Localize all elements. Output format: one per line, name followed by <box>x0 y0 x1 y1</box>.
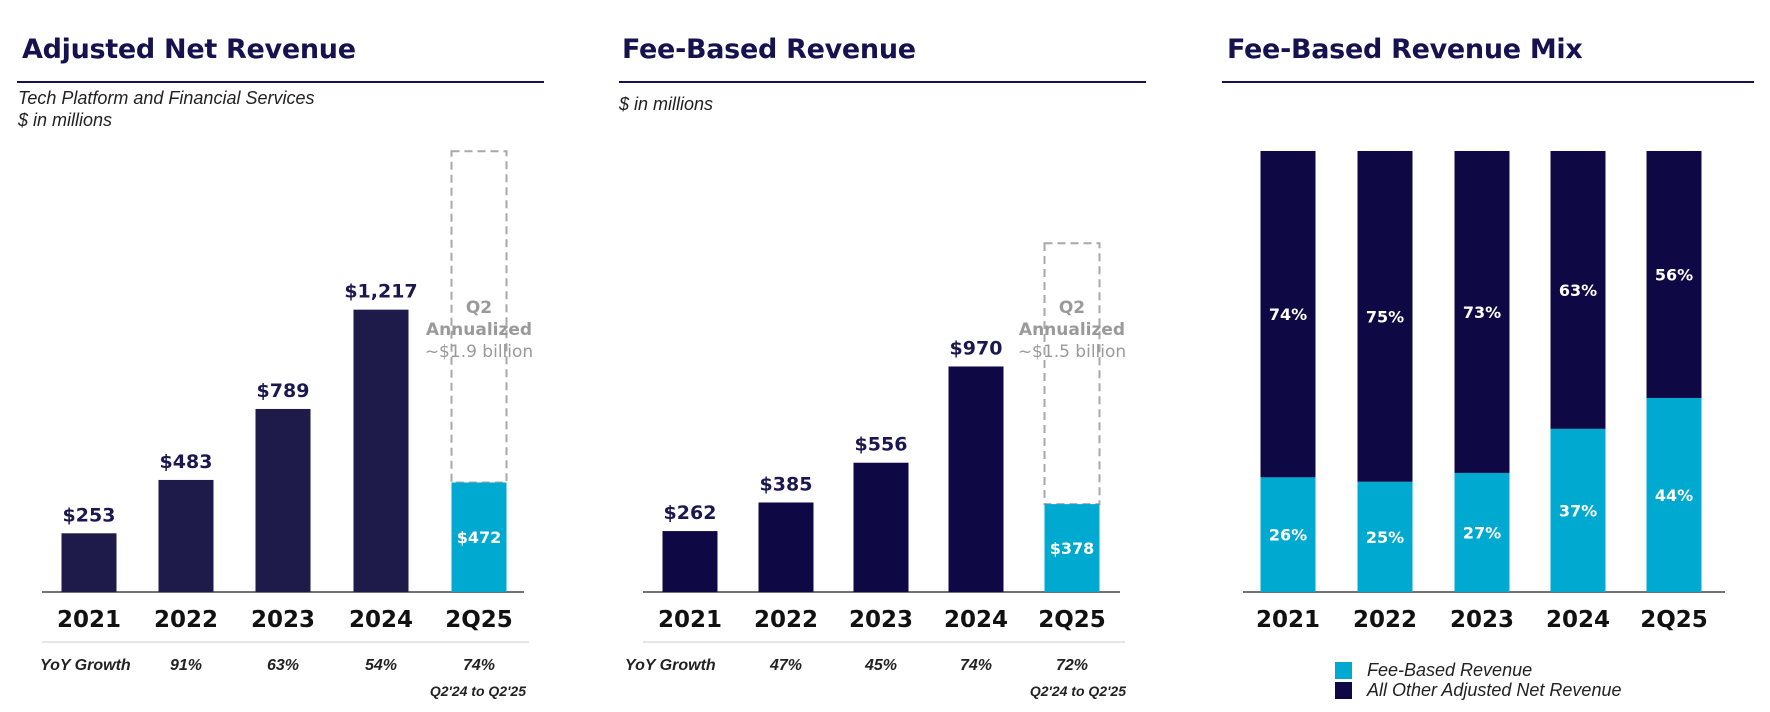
segment-label: 44% <box>1655 486 1693 505</box>
legend-label: Fee-Based Revenue <box>1367 659 1533 680</box>
panel-title: Fee-Based Revenue Mix <box>1227 34 1583 65</box>
legend-swatch-cyan <box>1335 661 1352 679</box>
x-tick-label: 2023 <box>1450 607 1514 633</box>
yoy-growth-value: 74% <box>960 657 992 674</box>
segment-label: 25% <box>1366 528 1404 547</box>
x-tick-label: 2021 <box>57 607 121 633</box>
yoy-growth-value: 45% <box>864 657 897 674</box>
subtitle: Tech Platform and Financial Services <box>18 88 315 108</box>
bar-value-label: $970 <box>950 337 1003 359</box>
yoy-growth-value: 72% <box>1056 657 1088 674</box>
annualized-label: Annualized <box>1019 320 1125 340</box>
bar-value-label: $262 <box>664 502 717 524</box>
panel-title: Adjusted Net Revenue <box>22 34 356 65</box>
legend-label: All Other Adjusted Net Revenue <box>1367 679 1622 700</box>
legend-item-all-other: All Other Adjusted Net Revenue <box>1335 680 1621 700</box>
fee-based-revenue-mix-panel: Fee-Based Revenue Mix <box>1200 0 1770 712</box>
segment-label: 75% <box>1366 307 1404 326</box>
segment-label: 26% <box>1269 526 1307 545</box>
yoy-growth-value: 74% <box>463 657 495 674</box>
bar-fee-based-2023 <box>1454 472 1510 592</box>
legend-item-fee-based: Fee-Based Revenue <box>1335 660 1621 680</box>
bar-fee-based-2024 <box>1550 428 1606 592</box>
annualized-value: ~$1.9 billion <box>425 342 533 362</box>
segment-label: 73% <box>1463 303 1501 322</box>
bar-2023 <box>255 408 311 592</box>
segment-label: 56% <box>1655 265 1693 284</box>
bar-fee-based-2021 <box>1260 477 1316 592</box>
bar-fee-based-2Q25 <box>1646 397 1702 592</box>
annualized-label: Annualized <box>426 320 532 340</box>
adjusted-net-revenue-panel: Adjusted Net Revenue Tech Platform and F… <box>0 0 560 712</box>
annualized-value: ~$1.5 billion <box>1018 342 1126 362</box>
x-tick-label: 2024 <box>944 607 1008 633</box>
annualized-label: Q2 <box>1059 298 1085 318</box>
x-tick-label: 2Q25 <box>1038 607 1106 633</box>
x-tick-label: 2023 <box>849 607 913 633</box>
bar-value-label: $483 <box>160 451 213 473</box>
segment-label: 74% <box>1269 305 1307 324</box>
panel-title: Fee-Based Revenue <box>622 34 916 65</box>
bar-value-label: $253 <box>63 504 116 526</box>
x-tick-label: 2Q25 <box>1640 607 1708 633</box>
title-divider <box>1222 81 1754 83</box>
segment-label: 63% <box>1559 281 1597 300</box>
bar-value-label: $385 <box>760 473 813 495</box>
title-divider <box>619 81 1146 83</box>
x-tick-label: 2021 <box>658 607 722 633</box>
segment-label: 37% <box>1559 501 1597 520</box>
x-tick-label: 2021 <box>1256 607 1320 633</box>
x-tick-label: 2022 <box>1353 607 1417 633</box>
x-tick-label: 2024 <box>1546 607 1610 633</box>
bar-2022 <box>158 479 214 592</box>
fee-based-revenue-panel: Fee-Based Revenue $ in millions <box>600 0 1160 712</box>
bar-other-2Q25 <box>1646 151 1702 398</box>
mix-legend: Fee-Based Revenue All Other Adjusted Net… <box>1335 660 1621 700</box>
bar-other-2021 <box>1260 151 1316 478</box>
units-label: $ in millions <box>18 110 113 130</box>
bar-value-label: $378 <box>1050 539 1095 558</box>
annualized-label: Q2 <box>466 298 492 318</box>
bar-2Q25 <box>1044 504 1100 592</box>
bar-other-2022 <box>1357 151 1413 482</box>
growth-period-note: Q2'24 to Q2'25 <box>1030 683 1126 699</box>
x-tick-label: 2Q25 <box>445 607 513 633</box>
legend-swatch-navy <box>1335 681 1352 699</box>
segment-label: 27% <box>1463 523 1501 542</box>
bar-value-label: $789 <box>257 380 310 402</box>
bar-2024 <box>948 366 1004 592</box>
bar-2021 <box>662 531 718 592</box>
bar-value-label: $556 <box>855 434 908 456</box>
bar-other-2023 <box>1454 151 1510 473</box>
units-label: $ in millions <box>619 94 714 114</box>
x-tick-label: 2022 <box>154 607 218 633</box>
x-tick-label: 2022 <box>754 607 818 633</box>
bar-2023 <box>853 462 909 592</box>
annualized-outline <box>1043 242 1101 506</box>
bar-fee-based-2022 <box>1357 481 1413 592</box>
x-tick-label: 2023 <box>251 607 315 633</box>
title-divider <box>17 81 544 83</box>
yoy-growth-value: 63% <box>267 657 299 674</box>
growth-period-note: Q2'24 to Q2'25 <box>430 683 526 699</box>
yoy-growth-value: 54% <box>365 657 397 674</box>
bar-other-2024 <box>1550 151 1606 429</box>
annualized-outline <box>450 150 508 484</box>
yoy-growth-label: YoY Growth <box>40 657 131 674</box>
bar-2022 <box>758 502 814 592</box>
yoy-growth-value: 47% <box>769 657 802 674</box>
bar-2024 <box>353 309 409 592</box>
yoy-growth-value: 91% <box>170 657 202 674</box>
bar-2021 <box>61 533 117 592</box>
bar-value-label: $1,217 <box>344 281 417 303</box>
bar-2Q25 <box>451 482 507 592</box>
x-tick-label: 2024 <box>349 607 413 633</box>
yoy-growth-label: YoY Growth <box>625 657 716 674</box>
bar-value-label: $472 <box>457 528 502 547</box>
